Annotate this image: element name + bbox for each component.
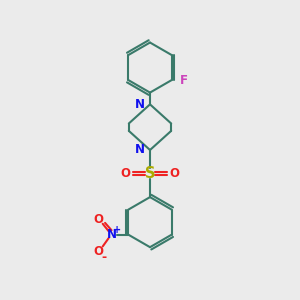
Text: N: N — [135, 143, 145, 157]
Text: O: O — [93, 245, 103, 258]
Text: O: O — [169, 167, 179, 180]
Text: O: O — [121, 167, 130, 180]
Text: S: S — [145, 166, 155, 181]
Text: F: F — [180, 74, 188, 87]
Text: +: + — [113, 225, 121, 235]
Text: N: N — [107, 228, 117, 241]
Text: N: N — [135, 98, 145, 111]
Text: -: - — [102, 250, 107, 263]
Text: O: O — [93, 212, 103, 226]
